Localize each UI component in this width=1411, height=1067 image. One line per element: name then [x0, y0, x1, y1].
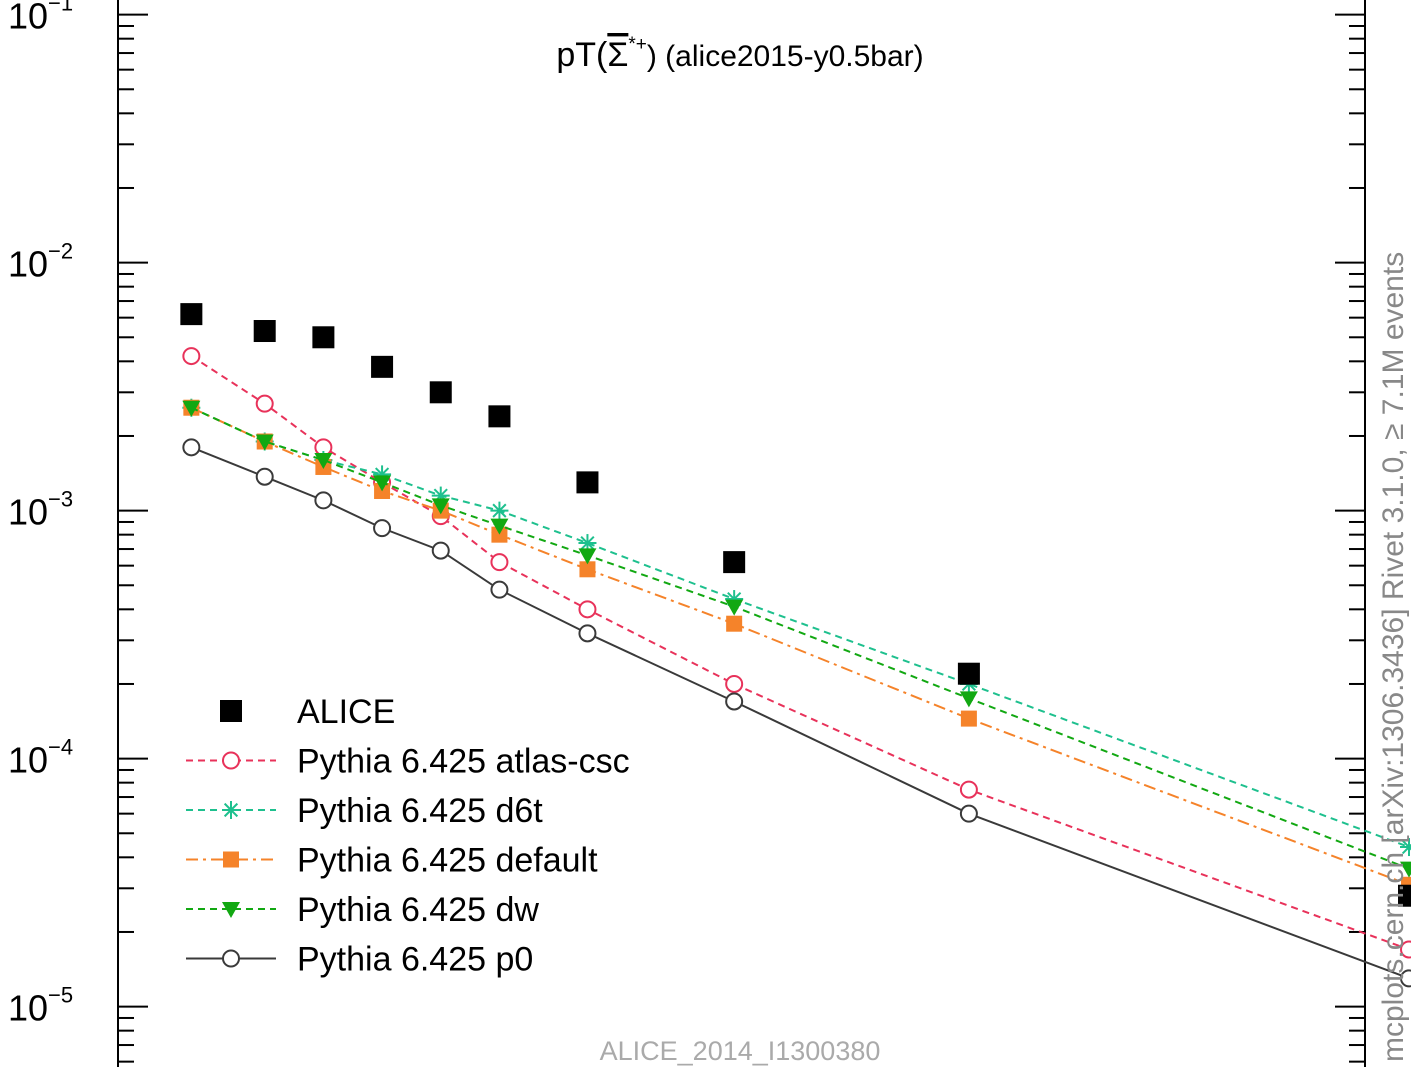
data-point — [371, 355, 394, 378]
data-point — [576, 471, 599, 494]
data-point — [222, 751, 240, 770]
data-point — [490, 501, 509, 520]
data-point — [431, 498, 450, 515]
y-tick-label: 10−3 — [8, 487, 73, 533]
y-tick-label: 10−4 — [8, 735, 73, 781]
title-symbol: Σ — [607, 36, 628, 74]
data-point — [222, 902, 240, 918]
data-point — [255, 394, 274, 413]
legend-item: Pythia 6.425 p0 — [186, 941, 533, 979]
data-point — [723, 551, 746, 574]
title-suffix: ) (alice2015-y0.5bar) — [647, 40, 924, 73]
series-0 — [180, 303, 1411, 907]
y-tick-label: 10−2 — [8, 239, 73, 285]
y-axis: 10−1 10−2 10−3 10−4 10−5 — [8, 0, 1365, 1063]
title-prefix: pT( — [556, 36, 608, 74]
series-line — [190, 406, 1410, 886]
legend-item: Pythia 6.425 default — [186, 842, 598, 880]
data-point — [491, 526, 508, 543]
data-point — [578, 624, 597, 643]
data-point — [488, 405, 511, 428]
side-label: mcplots.cern.ch [arXiv:1306.3436] Rivet … — [1377, 252, 1410, 1062]
series-2 — [182, 398, 1411, 857]
data-point — [314, 491, 333, 510]
data-point — [222, 949, 240, 968]
legend-label: ALICE — [297, 693, 395, 731]
chart-title: pT(Σ*+) (alice2015-y0.5bar) — [556, 34, 923, 74]
legend-item: Pythia 6.425 dw — [186, 891, 539, 929]
series-group — [180, 303, 1411, 988]
data-point — [578, 548, 597, 565]
data-point — [725, 674, 744, 693]
data-point — [1400, 861, 1411, 878]
series-line — [190, 355, 1410, 951]
y-tick-label: 10−5 — [8, 983, 73, 1029]
data-point — [1400, 969, 1411, 988]
data-point — [180, 303, 203, 326]
data-point — [725, 599, 744, 616]
data-point — [490, 580, 509, 599]
legend-label: Pythia 6.425 default — [297, 842, 598, 880]
series-5 — [182, 438, 1411, 988]
data-point — [312, 326, 335, 349]
data-point — [578, 534, 597, 553]
data-point — [960, 710, 977, 727]
data-point — [253, 320, 276, 343]
data-point — [220, 700, 242, 722]
data-point — [373, 475, 392, 492]
series-line — [190, 446, 1410, 980]
title-superscript: *+ — [628, 34, 647, 55]
data-point — [182, 400, 201, 417]
data-point — [579, 561, 596, 578]
data-point — [726, 615, 743, 632]
series-line — [190, 406, 1410, 870]
data-point — [431, 541, 450, 560]
legend-label: Pythia 6.425 atlas-csc — [297, 743, 630, 781]
data-point — [490, 518, 509, 535]
data-point — [255, 434, 274, 451]
data-point — [1400, 940, 1411, 959]
data-point — [1398, 884, 1411, 907]
legend-label: Pythia 6.425 dw — [297, 891, 539, 929]
data-point — [959, 780, 978, 799]
data-point — [490, 553, 509, 572]
data-point — [223, 851, 239, 868]
data-point — [959, 691, 978, 708]
data-point — [957, 662, 980, 685]
data-point — [182, 347, 201, 366]
data-point — [182, 438, 201, 457]
legend-item: Pythia 6.425 atlas-csc — [186, 743, 630, 781]
data-point — [429, 381, 452, 404]
data-point — [314, 453, 333, 470]
series-4 — [182, 400, 1411, 878]
data-point — [578, 600, 597, 619]
y-tick-label: 10−1 — [8, 0, 73, 37]
legend-item: ALICE — [220, 693, 395, 731]
legend-label: Pythia 6.425 d6t — [297, 792, 543, 830]
data-point — [255, 467, 274, 486]
data-point — [959, 804, 978, 823]
data-point — [1400, 838, 1411, 857]
watermark: ALICE_2014_I1300380 — [600, 1036, 881, 1066]
data-point — [373, 519, 392, 538]
legend-item: Pythia 6.425 d6t — [186, 792, 543, 830]
data-point — [725, 692, 744, 711]
legend: ALICE Pythia 6.425 atlas-csc Pythia 6.425 … — [186, 693, 630, 979]
data-point — [222, 801, 240, 819]
legend-label: Pythia 6.425 p0 — [297, 941, 533, 979]
